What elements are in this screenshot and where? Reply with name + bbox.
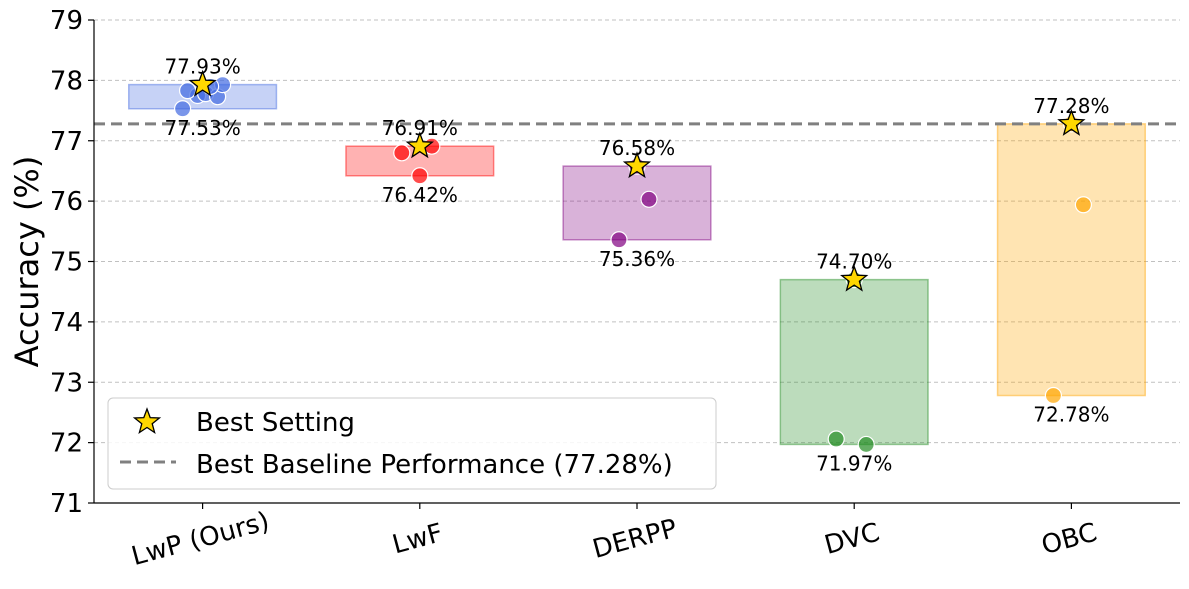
best-star-lwp-ours bbox=[188, 69, 217, 97]
max-label-derpp: 76.58% bbox=[599, 136, 675, 160]
legend: Best Setting Best Baseline Performance (… bbox=[107, 397, 717, 490]
y-axis-label: Accuracy (%) bbox=[8, 156, 46, 368]
ytick-label-79: 79 bbox=[50, 6, 83, 36]
data-point-derpp bbox=[640, 190, 658, 208]
legend-entry-baseline: Best Baseline Performance (77.28%) bbox=[196, 450, 673, 480]
data-point-obc bbox=[1074, 196, 1093, 214]
ytick-label-73: 73 bbox=[50, 368, 83, 398]
best-markers bbox=[188, 69, 1086, 292]
best-star-derpp bbox=[622, 151, 652, 179]
data-point-dvc bbox=[827, 430, 845, 448]
best-star-obc bbox=[1057, 108, 1086, 136]
ytick-label-78: 78 bbox=[50, 66, 83, 96]
xtick-label-derpp: DERPP bbox=[590, 514, 681, 565]
max-label-dvc: 74.70% bbox=[816, 250, 892, 274]
ytick-label-74: 74 bbox=[50, 308, 83, 338]
xtick-label-obc: OBC bbox=[1038, 518, 1100, 561]
min-label-lwf: 76.42% bbox=[382, 183, 458, 207]
range-box-dvc bbox=[779, 278, 929, 446]
range-box-derpp bbox=[562, 165, 712, 241]
annotations: 77.93% 77.53% 76.91% 76.42% 76.58% 75.36% 74.7… bbox=[164, 55, 1109, 476]
data-point-lwp-ours bbox=[179, 82, 197, 100]
min-label-lwp-ours: 77.53% bbox=[164, 116, 240, 140]
legend-entry-best-setting: Best Setting bbox=[196, 408, 355, 438]
xtick-label-lwp-ours: LwP (Ours) bbox=[128, 507, 272, 573]
data-point-derpp bbox=[610, 231, 628, 249]
data-point-lwf bbox=[411, 167, 429, 185]
max-label-obc: 77.28% bbox=[1033, 94, 1109, 118]
min-label-derpp: 75.36% bbox=[599, 247, 675, 271]
ytick-label-75: 75 bbox=[50, 248, 83, 278]
min-label-obc: 72.78% bbox=[1033, 403, 1109, 427]
ytick-label-72: 72 bbox=[50, 429, 83, 459]
legend-star-icon bbox=[132, 407, 162, 434]
range-box-obc bbox=[996, 123, 1146, 397]
xtick-label-lwf: LwF bbox=[389, 518, 446, 560]
ytick-label-77: 77 bbox=[50, 127, 83, 157]
data-point-lwp-ours bbox=[174, 100, 192, 118]
ytick-label-76: 76 bbox=[50, 187, 83, 217]
ytick-label-71: 71 bbox=[50, 489, 83, 519]
best-star-lwf bbox=[405, 131, 434, 159]
best-star-dvc bbox=[840, 264, 869, 292]
data-point-lwf bbox=[393, 144, 411, 162]
min-label-dvc: 71.97% bbox=[816, 451, 892, 475]
xtick-label-dvc: DVC bbox=[821, 518, 882, 561]
data-point-dvc bbox=[857, 435, 875, 454]
data-point-obc bbox=[1044, 386, 1063, 405]
legend-frame bbox=[107, 397, 717, 490]
max-label-lwp-ours: 77.93% bbox=[164, 55, 240, 79]
max-label-lwf: 76.91% bbox=[382, 116, 458, 140]
